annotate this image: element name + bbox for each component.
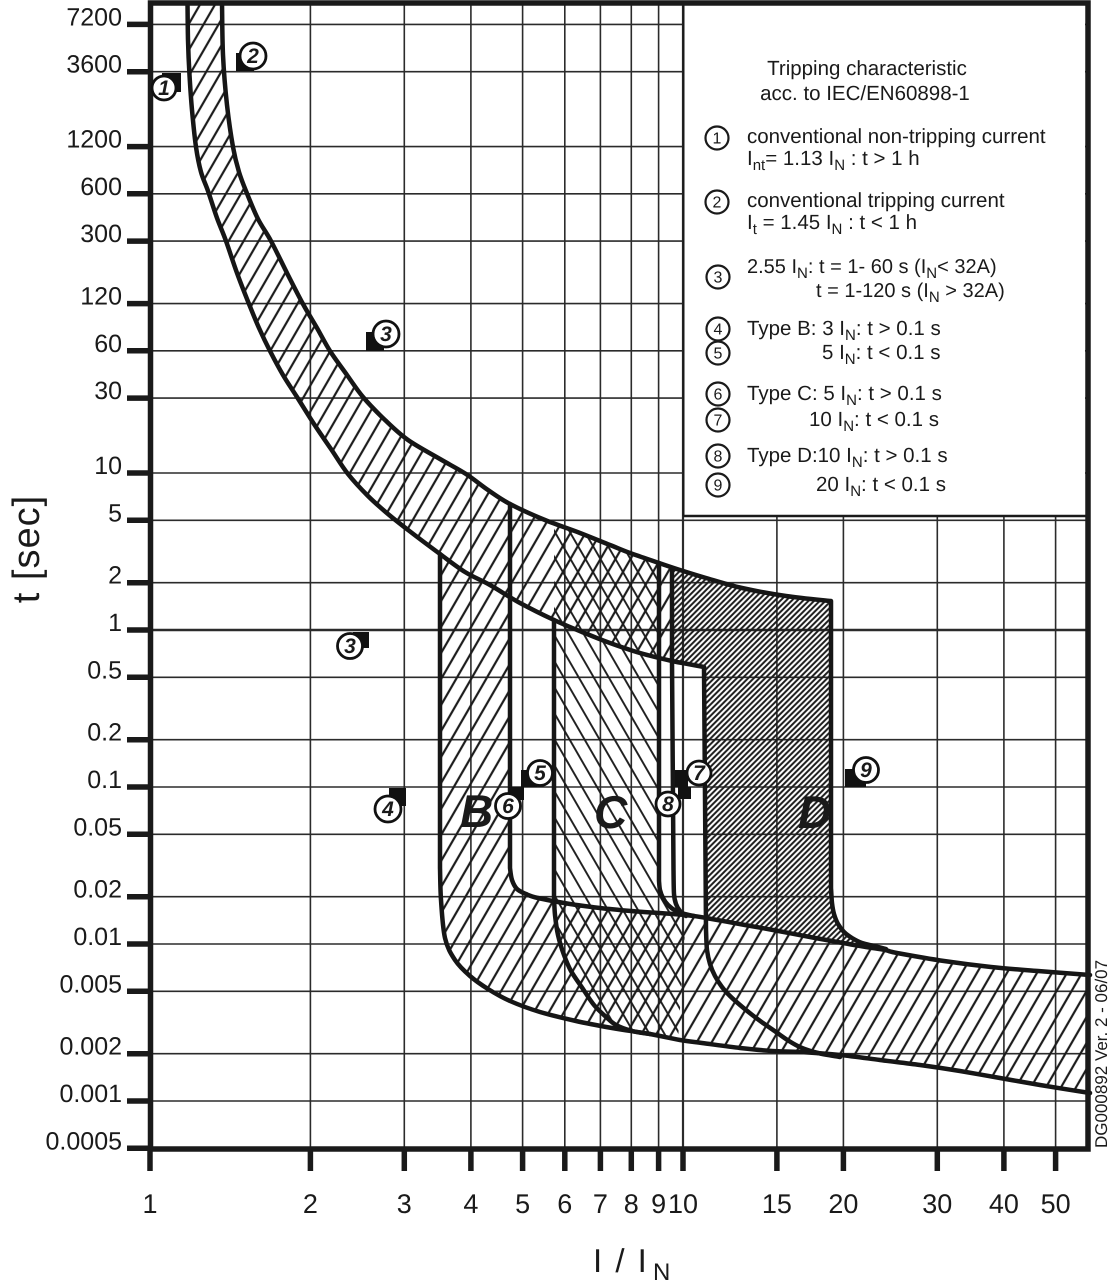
svg-text:0.02: 0.02: [73, 876, 122, 904]
svg-text:2: 2: [303, 1189, 318, 1219]
svg-text:8: 8: [624, 1189, 639, 1219]
svg-text:6: 6: [714, 387, 723, 404]
svg-text:10: 10: [94, 452, 122, 480]
svg-text:Int​= 1.13 IN​ : t > 1 h: Int​= 1.13 IN​ : t > 1 h: [747, 147, 920, 174]
svg-text:3: 3: [714, 270, 723, 287]
svg-text:0.01: 0.01: [73, 923, 122, 951]
svg-text:1: 1: [142, 1189, 157, 1219]
svg-text:5: 5: [515, 1189, 530, 1219]
svg-text:4: 4: [714, 322, 723, 339]
svg-text:2: 2: [713, 195, 722, 212]
svg-text:40: 40: [989, 1189, 1019, 1219]
svg-text:8: 8: [714, 449, 723, 466]
svg-text:acc. to IEC/EN60898-1: acc. to IEC/EN60898-1: [760, 82, 970, 105]
svg-text:7: 7: [593, 1189, 608, 1219]
svg-text:2: 2: [108, 562, 122, 590]
svg-text:Type B: 3 IN​: t > 0.1 s: Type B: 3 IN​: t > 0.1 s: [747, 317, 941, 344]
svg-text:0.2: 0.2: [87, 719, 122, 747]
svg-text:1200: 1200: [66, 126, 122, 154]
svg-text:9: 9: [714, 478, 723, 495]
svg-text:20: 20: [828, 1189, 858, 1219]
svg-text:0.5: 0.5: [87, 656, 122, 684]
svg-text:5: 5: [714, 346, 723, 363]
svg-text:I / I: I / I: [593, 1242, 649, 1279]
svg-text:50: 50: [1041, 1189, 1071, 1219]
svg-text:120: 120: [80, 283, 122, 311]
svg-text:9: 9: [651, 1189, 666, 1219]
svg-text:conventional non-tripping curr: conventional non-tripping current: [747, 125, 1046, 148]
svg-text:t [sec]: t [sec]: [6, 495, 48, 603]
svg-text:8: 8: [662, 793, 674, 816]
svg-text:Type D:10 IN​: t > 0.1 s: Type D:10 IN​: t > 0.1 s: [747, 444, 948, 471]
svg-text:0.002: 0.002: [59, 1033, 122, 1061]
svg-text:t = 1-120 s (IN​ > 32A): t = 1-120 s (IN​ > 32A): [816, 280, 1005, 306]
svg-text:30: 30: [94, 377, 122, 405]
svg-text:3: 3: [344, 635, 356, 658]
svg-text:5: 5: [534, 762, 546, 785]
svg-text:D: D: [798, 786, 831, 838]
svg-text:Tripping characteristic: Tripping characteristic: [767, 57, 967, 80]
svg-text:0.0005: 0.0005: [46, 1127, 122, 1155]
svg-text:0.001: 0.001: [59, 1080, 122, 1108]
svg-text:7200: 7200: [66, 3, 122, 31]
svg-text:600: 600: [80, 173, 122, 201]
svg-text:5: 5: [108, 499, 122, 527]
svg-text:It​ = 1.45 IN​ : t < 1 h: It​ = 1.45 IN​ : t < 1 h: [747, 211, 917, 238]
svg-text:DG000892 Ver. 2 - 06/07: DG000892 Ver. 2 - 06/07: [1092, 960, 1111, 1148]
svg-text:1: 1: [158, 77, 170, 100]
svg-text:10 IN​: t < 0.1 s: 10 IN​: t < 0.1 s: [809, 408, 939, 435]
svg-text:6: 6: [557, 1189, 572, 1219]
svg-text:4: 4: [463, 1189, 478, 1219]
svg-text:15: 15: [762, 1189, 792, 1219]
svg-text:conventional tripping current: conventional tripping current: [747, 189, 1005, 212]
svg-text:0.05: 0.05: [73, 813, 122, 841]
svg-text:6: 6: [502, 795, 514, 818]
svg-text:0.1: 0.1: [87, 766, 122, 794]
svg-text:3: 3: [397, 1189, 412, 1219]
svg-text:0.005: 0.005: [59, 970, 122, 998]
svg-text:N: N: [653, 1259, 670, 1280]
svg-text:60: 60: [94, 330, 122, 358]
svg-text:5 IN​: t < 0.1 s: 5 IN​: t < 0.1 s: [822, 341, 941, 368]
svg-text:7: 7: [714, 413, 723, 430]
svg-text:9: 9: [860, 759, 872, 782]
svg-text:20 IN​: t < 0.1 s: 20 IN​: t < 0.1 s: [816, 473, 946, 500]
svg-text:30: 30: [922, 1189, 952, 1219]
svg-text:3600: 3600: [66, 51, 122, 79]
svg-text:2: 2: [246, 45, 259, 68]
svg-text:C: C: [594, 786, 628, 838]
svg-text:300: 300: [80, 220, 122, 248]
svg-text:10: 10: [668, 1189, 698, 1219]
svg-text:1: 1: [713, 131, 722, 148]
svg-text:Type C: 5 IN​: t > 0.1 s: Type C: 5 IN​: t > 0.1 s: [747, 382, 942, 409]
svg-text:3: 3: [380, 323, 392, 346]
svg-text:7: 7: [693, 762, 706, 785]
svg-text:B: B: [460, 785, 493, 837]
svg-text:1: 1: [108, 609, 122, 637]
svg-text:4: 4: [381, 798, 394, 821]
svg-text:2.55 IN​: t = 1- 60 s (IN​< 32: 2.55 IN​: t = 1- 60 s (IN​< 32A): [747, 256, 997, 282]
